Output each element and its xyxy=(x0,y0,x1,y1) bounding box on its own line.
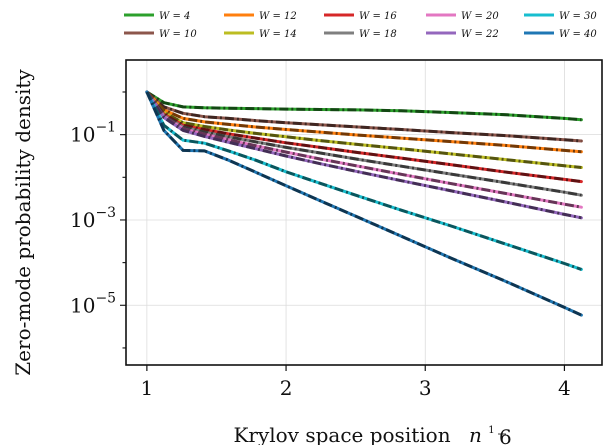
series-overlay-w-22 xyxy=(145,91,582,220)
y-tick-label-1: 10−3 xyxy=(70,205,116,232)
legend-label-w-20: W = 20 xyxy=(461,11,499,22)
series-overlay-w-4 xyxy=(146,90,582,122)
series-overlay-w-20 xyxy=(145,91,582,209)
legend-label-w-12: W = 12 xyxy=(259,11,297,22)
series-overlay-w-16 xyxy=(145,91,582,184)
legend-label-w-18: W = 18 xyxy=(359,29,397,40)
y-tick-label-0: 10−1 xyxy=(70,120,116,147)
legend-item-w-30: W = 30 xyxy=(524,11,597,22)
legend-label-w-22: W = 22 xyxy=(461,29,499,40)
legend-item-w-10: W = 10 xyxy=(124,29,197,40)
legend-item-w-40: W = 40 xyxy=(524,29,597,40)
x-tick-label-3: 4 xyxy=(558,376,571,400)
series-overlay-w-10 xyxy=(145,90,582,143)
y-axis-ticks: 10−1 10−3 10−5 xyxy=(70,91,126,349)
legend-label-w-30: W = 30 xyxy=(559,11,597,22)
legend-item-w-4: W = 4 xyxy=(124,11,190,22)
x-tick-label-2: 3 xyxy=(419,376,432,400)
y-tick-label-2: 10−5 xyxy=(70,290,116,317)
grid xyxy=(126,60,602,365)
x-tick-label-1: 2 xyxy=(280,376,293,400)
legend-label-w-14: W = 14 xyxy=(259,29,297,40)
series-line-w-4 xyxy=(145,90,583,122)
legend: W = 4 W = 10 W = 12 W = 14 W = 16 W = 18 W = 2… xyxy=(124,11,597,40)
legend-item-w-14: W = 14 xyxy=(224,29,297,40)
x-axis-label-n: n xyxy=(469,423,482,445)
series-overlay-w-30 xyxy=(145,91,582,271)
x-axis-ticks: 1 2 3 4 xyxy=(141,365,571,400)
legend-item-w-22: W = 22 xyxy=(426,29,499,40)
legend-label-w-40: W = 40 xyxy=(559,29,597,40)
x-axis-label: Krylov space position n 1 xyxy=(233,423,494,445)
x-axis-label-exp-den: 6 xyxy=(499,425,512,445)
legend-label-w-4: W = 4 xyxy=(159,11,190,22)
legend-label-w-16: W = 16 xyxy=(359,11,397,22)
legend-item-w-18: W = 18 xyxy=(324,29,397,40)
series-overlay-w-40 xyxy=(145,91,583,317)
x-axis-label-exp-num: 1 xyxy=(488,425,494,436)
legend-item-w-12: W = 12 xyxy=(224,11,297,22)
series-overlay-w-14 xyxy=(145,91,582,169)
series-overlay-w-12 xyxy=(145,90,582,154)
series-overlay-w-18 xyxy=(145,91,582,197)
plot-frame xyxy=(125,59,603,366)
legend-item-w-20: W = 20 xyxy=(426,11,499,22)
legend-item-w-16: W = 16 xyxy=(324,11,397,22)
series-lines xyxy=(145,90,583,317)
x-axis-label-text: Krylov space position xyxy=(233,423,450,445)
legend-label-w-10: W = 10 xyxy=(159,29,197,40)
y-axis-label: Zero-mode probability density xyxy=(11,69,35,376)
x-tick-label-0: 1 xyxy=(141,376,154,400)
